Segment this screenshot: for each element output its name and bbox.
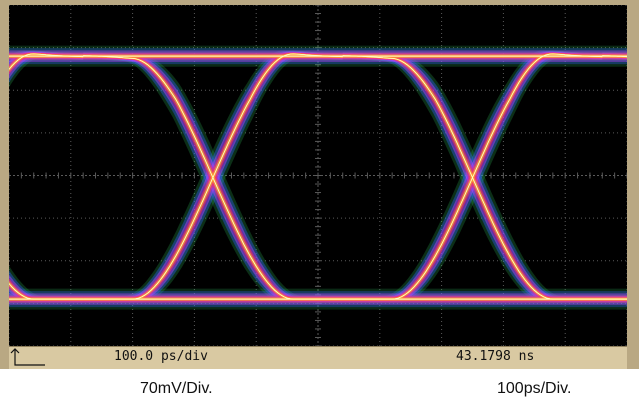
- eye-transition: [342, 55, 603, 300]
- eye-diagram-plot: [9, 5, 627, 346]
- trigger-marker-icon: [10, 348, 45, 366]
- eye-transition: [9, 53, 84, 70]
- vertical-scale-caption: 70mV/Div.: [140, 380, 213, 397]
- timebase-readout: 100.0 ps/div: [114, 349, 208, 364]
- horizontal-scale-caption: 100ps/Div.: [497, 380, 572, 397]
- eye-traces: [9, 45, 627, 310]
- eye-transition: [9, 283, 84, 300]
- eye-transition: [83, 55, 343, 300]
- graticule: [9, 5, 627, 346]
- time-readout: 43.1798 ns: [456, 349, 535, 364]
- oscilloscope-frame: 100.0 ps/div 43.1798 ns: [0, 0, 639, 369]
- status-bar: 100.0 ps/div 43.1798 ns: [9, 346, 627, 369]
